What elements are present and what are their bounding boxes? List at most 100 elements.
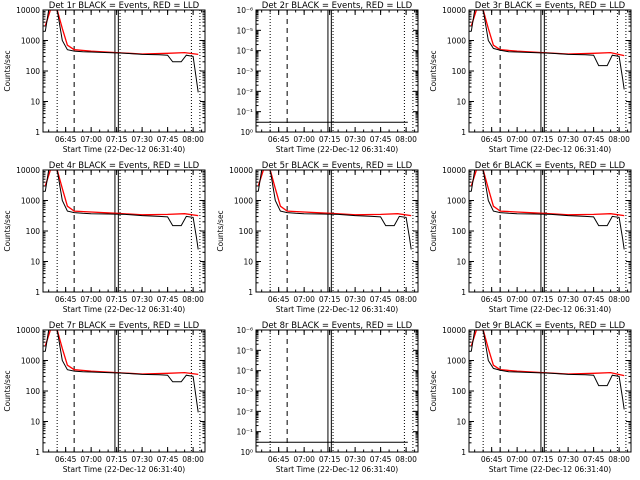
x-tick-label: 07:00: [80, 455, 102, 464]
x-axis-label: Start Time (22-Dec-12 06:31:40): [276, 305, 398, 314]
x-tick-label: 08:00: [182, 135, 204, 144]
detector-plot-1: Det 1r BLACK = Events, RED = LLD 1 10 100 10…: [3, 1, 206, 154]
x-tick-label: 07:00: [80, 135, 102, 144]
series-lld: [470, 10, 625, 57]
x-tick-label: 07:45: [583, 455, 605, 464]
x-tick-label: 07:30: [131, 455, 153, 464]
series-events: [257, 170, 412, 250]
y-axis-label: Counts/sec: [3, 370, 12, 411]
detector-plot-4: Det 4r BLACK = Events, RED = LLD 1 10 100 10…: [3, 161, 206, 314]
x-tick-label: 07:45: [157, 135, 179, 144]
time-markers: [482, 10, 627, 132]
series-group: [257, 170, 412, 250]
time-markers: [56, 10, 201, 132]
y-tick-label: 1000: [447, 357, 466, 366]
x-tick-label: 08:00: [395, 455, 417, 464]
series-events: [470, 10, 625, 90]
x-axis-label: Start Time (22-Dec-12 06:31:40): [276, 145, 398, 154]
y-axis-label: Counts/sec: [3, 210, 12, 251]
x-tick-label: 07:45: [370, 135, 392, 144]
x-tick-label: 07:30: [131, 135, 153, 144]
y-tick-label: 10000: [442, 6, 466, 15]
plot-title: Det 7r BLACK = Events, RED = LLD: [49, 321, 200, 331]
x-tick-label: 07:00: [293, 455, 315, 464]
plot-frame: [42, 169, 206, 293]
y-tick-label: 100: [452, 67, 467, 76]
y-tick-label: 10⁻¹: [236, 428, 253, 437]
series-lld: [470, 330, 625, 377]
x-tick-label: 07:45: [157, 455, 179, 464]
x-tick-label: 07:15: [106, 295, 128, 304]
x-axis-label: Start Time (22-Dec-12 06:31:40): [63, 465, 185, 474]
y-axis-label: Counts/sec: [429, 370, 438, 411]
plot-frame: [255, 169, 419, 293]
y-tick-label: 10⁻¹: [236, 108, 253, 117]
detector-plot-8: Det 8r BLACK = Events, RED = LLD 10⁰ 10⁻¹ 1…: [236, 321, 419, 474]
x-tick-label: 07:15: [532, 455, 554, 464]
y-tick-label: 10⁻²: [236, 407, 253, 416]
plot-title: Det 2r BLACK = Events, RED = LLD: [262, 1, 413, 11]
series-lld: [470, 170, 625, 217]
x-tick-label: 08:00: [608, 135, 630, 144]
time-markers: [269, 330, 414, 452]
plot-title: Det 4r BLACK = Events, RED = LLD: [49, 161, 200, 171]
x-tick-label: 07:30: [557, 135, 579, 144]
y-tick-label: 10⁻²: [236, 87, 253, 96]
y-tick-label: 10⁰: [240, 448, 253, 457]
x-tick-label: 07:15: [319, 295, 341, 304]
x-tick-label: 08:00: [182, 295, 204, 304]
y-tick-label: 1000: [447, 197, 466, 206]
plot-title: Det 8r BLACK = Events, RED = LLD: [262, 321, 413, 331]
y-tick-label: 100: [26, 387, 41, 396]
y-tick-label: 10⁻³: [236, 67, 253, 76]
x-tick-label: 07:15: [319, 135, 341, 144]
y-tick-label: 1: [461, 288, 466, 297]
y-tick-label: 10⁻⁵: [236, 26, 253, 35]
time-markers: [269, 170, 414, 292]
x-tick-label: 07:15: [532, 135, 554, 144]
x-tick-label: 07:00: [506, 295, 528, 304]
y-tick-label: 10⁻⁴: [236, 47, 253, 56]
y-axis-label: Counts/sec: [429, 50, 438, 91]
plot-frame: [468, 169, 632, 293]
series-group: [44, 330, 199, 413]
x-tick-label: 07:30: [131, 295, 153, 304]
x-tick-label: 08:00: [395, 295, 417, 304]
y-tick-label: 1000: [21, 357, 40, 366]
plot-frame: [468, 329, 632, 453]
y-tick-label: 10: [30, 258, 40, 267]
series-group: [470, 170, 625, 250]
x-tick-label: 07:45: [583, 135, 605, 144]
y-tick-label: 10: [30, 418, 40, 427]
y-tick-label: 10: [30, 98, 40, 107]
x-tick-label: 07:15: [106, 135, 128, 144]
series-group: [470, 10, 625, 90]
time-markers: [482, 170, 627, 292]
x-tick-label: 07:30: [344, 455, 366, 464]
series-events: [44, 330, 199, 413]
time-markers: [56, 330, 201, 452]
y-tick-label: 1000: [21, 37, 40, 46]
series-group: [470, 330, 625, 410]
y-tick-label: 10: [456, 98, 466, 107]
time-markers: [56, 170, 201, 292]
y-tick-label: 10⁻⁴: [236, 367, 253, 376]
y-tick-label: 10000: [229, 166, 253, 175]
y-tick-label: 1: [248, 288, 253, 297]
y-tick-label: 100: [26, 67, 41, 76]
series-events: [44, 170, 199, 250]
x-tick-label: 07:30: [344, 135, 366, 144]
y-tick-label: 10000: [442, 166, 466, 175]
y-tick-label: 10⁻⁶: [236, 326, 253, 335]
x-tick-label: 06:45: [481, 455, 503, 464]
x-tick-label: 06:45: [55, 135, 77, 144]
x-tick-label: 07:30: [557, 295, 579, 304]
y-axis-label: Counts/sec: [3, 50, 12, 91]
x-axis-label: Start Time (22-Dec-12 06:31:40): [63, 305, 185, 314]
y-tick-label: 100: [26, 227, 41, 236]
x-tick-label: 07:15: [106, 455, 128, 464]
x-tick-label: 08:00: [395, 135, 417, 144]
y-axis-label: Counts/sec: [216, 210, 225, 251]
series-events: [470, 330, 625, 410]
